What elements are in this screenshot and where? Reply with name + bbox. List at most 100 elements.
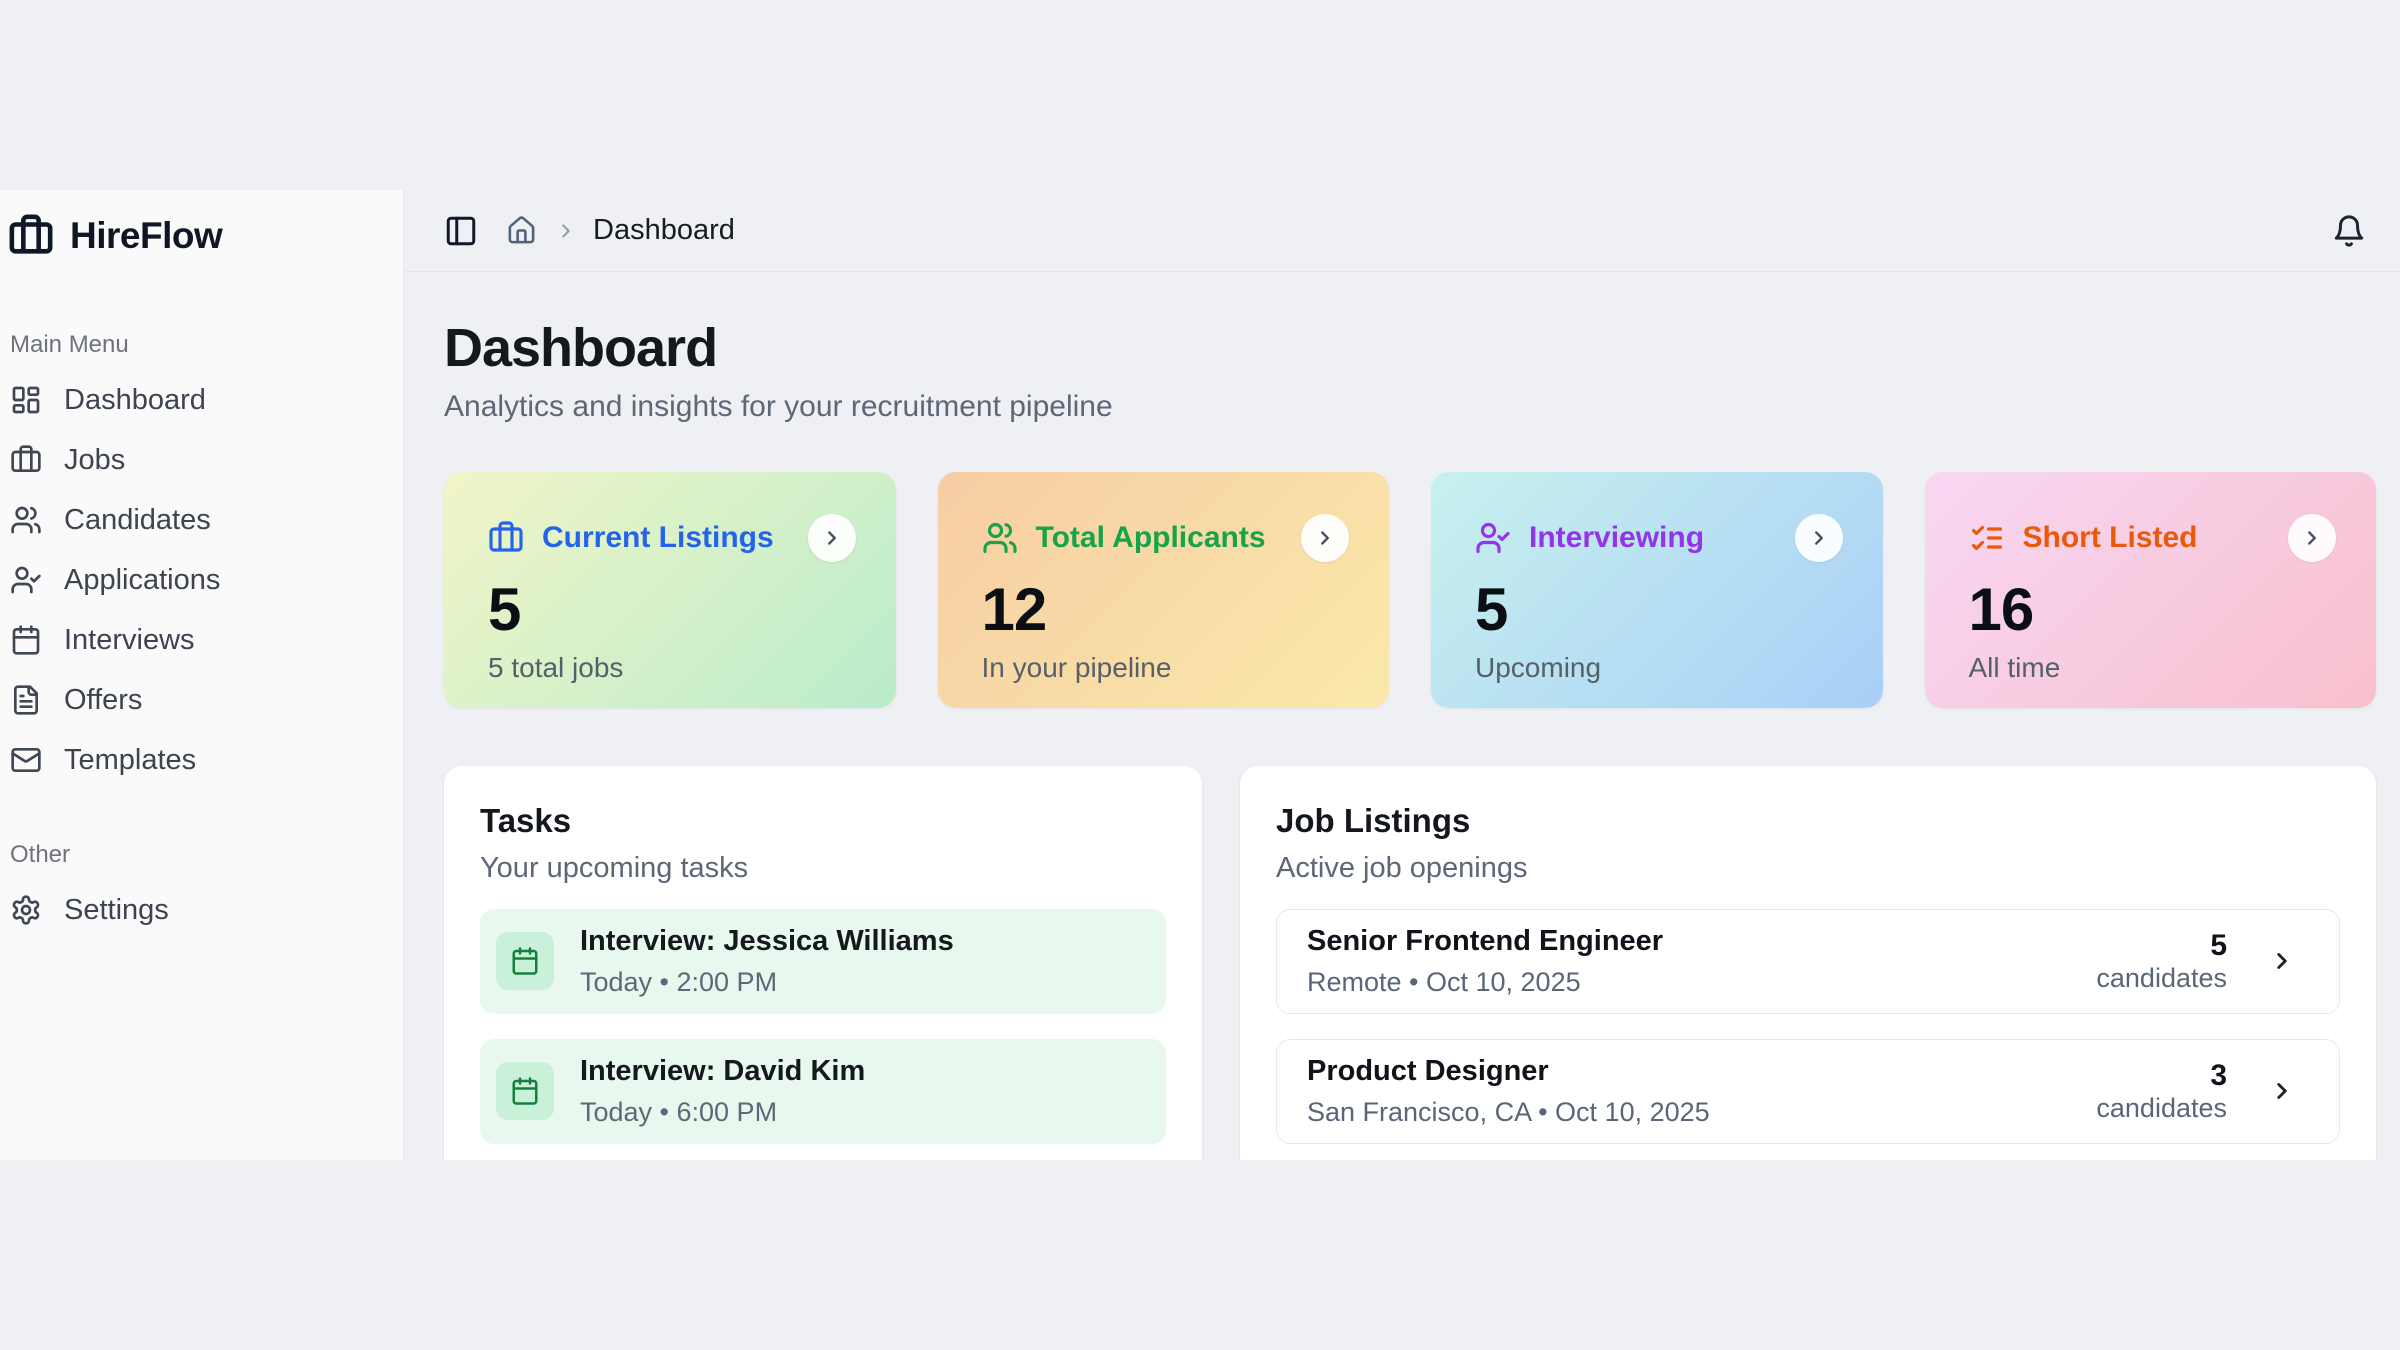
sidebar-item-interviews[interactable]: Interviews [6, 610, 391, 670]
job-meta: San Francisco, CA • Oct 10, 2025 [1307, 1096, 1710, 1127]
task-time: Today • 2:00 PM [580, 966, 778, 997]
job-candidate-count: 3 candidates [2096, 1059, 2227, 1124]
layout-dashboard-icon [10, 384, 42, 416]
tasks-subtitle: Your upcoming tasks [480, 851, 749, 884]
stat-sublabel: 5 total jobs [488, 651, 624, 683]
stat-sublabel: In your pipeline [981, 651, 1172, 683]
stat-label: Short Listed [2022, 520, 2198, 554]
stat-header: Current Listings [488, 520, 856, 556]
briefcase-icon [488, 520, 524, 556]
stat-value: 5 [488, 575, 521, 643]
sidebar-item-label: Interviews [64, 623, 195, 656]
app-name: HireFlow [70, 215, 223, 256]
user-check-icon [10, 564, 42, 596]
sidebar-item-jobs[interactable]: Jobs [6, 430, 391, 490]
calendar-icon [10, 624, 42, 656]
tasks-title: Tasks [480, 801, 572, 839]
task-title: Interview: David Kim [580, 1054, 866, 1087]
sidebar-toggle-button[interactable] [444, 214, 478, 248]
main-area: Dashboard Dashboard Analytics and insigh… [404, 190, 2400, 1160]
stat-value: 5 [1475, 575, 1508, 643]
task-item[interactable]: Interview: David Kim Today • 6:00 PM [480, 1038, 1166, 1144]
sidebar-section-label-other: Other [10, 841, 71, 868]
topbar: Dashboard [404, 190, 2400, 272]
stat-label: Total Applicants [1035, 520, 1266, 554]
sidebar-item-label: Applications [64, 563, 221, 596]
stat-chevron-button[interactable] [1794, 513, 1843, 562]
bottom-grid: Tasks Your upcoming tasks Interview: Jes… [444, 765, 2376, 1160]
job-meta: Remote • Oct 10, 2025 [1307, 966, 1581, 997]
chevron-right-icon [555, 220, 577, 242]
user-check-icon [1475, 520, 1511, 556]
stat-card-interviewing[interactable]: Interviewing 5 Upcoming [1431, 471, 1883, 708]
sidebar-item-label: Jobs [64, 443, 126, 476]
sidebar-item-dashboard[interactable]: Dashboard [6, 370, 391, 430]
sidebar-item-candidates[interactable]: Candidates [6, 490, 391, 550]
page-title: Dashboard [444, 318, 718, 378]
stat-card-short-listed[interactable]: Short Listed 16 All time [1924, 471, 2376, 708]
users-icon [10, 504, 42, 536]
stat-header: Total Applicants [982, 520, 1350, 556]
stats-grid: Current Listings 5 5 total jobs Total Ap… [444, 471, 2376, 708]
job-candidate-number: 5 [2210, 928, 2227, 962]
app-frame: HireFlow Main Menu Dashboard Jobs Candid… [0, 190, 2400, 1160]
stat-value: 12 [981, 575, 1048, 643]
job-listing-row[interactable]: Senior Frontend Engineer Remote • Oct 10… [1276, 908, 2340, 1014]
bell-icon[interactable] [2332, 214, 2366, 248]
stat-card-total-applicants[interactable]: Total Applicants 12 In your pipeline [937, 471, 1389, 708]
task-time: Today • 6:00 PM [580, 1096, 778, 1127]
stat-label: Current Listings [542, 520, 774, 554]
chevron-right-icon[interactable] [2269, 948, 2295, 974]
stat-sublabel: Upcoming [1475, 651, 1602, 683]
briefcase-icon [10, 444, 42, 476]
sidebar-item-label: Settings [64, 893, 169, 926]
sidebar-item-templates[interactable]: Templates [6, 730, 391, 790]
job-listings-list: Senior Frontend Engineer Remote • Oct 10… [1276, 908, 2340, 1144]
gear-icon [10, 894, 42, 926]
sidebar: HireFlow Main Menu Dashboard Jobs Candid… [0, 190, 404, 1160]
task-item[interactable]: Interview: Jessica Williams Today • 2:00… [480, 908, 1166, 1014]
sidebar-item-label: Templates [64, 743, 197, 776]
stat-card-current-listings[interactable]: Current Listings 5 5 total jobs [444, 471, 896, 708]
stat-value: 16 [1968, 575, 2035, 643]
app-logo: HireFlow [6, 212, 391, 260]
job-listings-title: Job Listings [1276, 801, 1471, 839]
calendar-icon [496, 932, 554, 991]
list-checks-icon [1969, 520, 2005, 556]
stat-chevron-button[interactable] [807, 513, 856, 562]
stat-header: Short Listed [1969, 520, 2337, 556]
sidebar-nav-main: Dashboard Jobs Candidates Applications I… [6, 370, 391, 790]
job-candidate-label: candidates [2096, 1092, 2227, 1123]
users-icon [982, 520, 1018, 556]
stat-sublabel: All time [1968, 651, 2061, 683]
sidebar-item-settings[interactable]: Settings [6, 880, 391, 940]
file-text-icon [10, 684, 42, 716]
task-title: Interview: Jessica Williams [580, 924, 954, 957]
sidebar-item-offers[interactable]: Offers [6, 670, 391, 730]
stat-chevron-button[interactable] [2288, 513, 2336, 562]
stat-header: Interviewing [1475, 520, 1843, 556]
job-listings-card: Job Listings Active job openings Senior … [1240, 765, 2376, 1160]
sidebar-item-applications[interactable]: Applications [6, 550, 391, 610]
job-candidate-count: 5 candidates [2096, 929, 2227, 994]
stat-label: Interviewing [1529, 520, 1705, 554]
sidebar-item-label: Dashboard [64, 383, 206, 416]
job-listing-row[interactable]: Product Designer San Francisco, CA • Oct… [1276, 1038, 2340, 1144]
calendar-icon [496, 1062, 554, 1121]
sidebar-section-label-main-menu: Main Menu [10, 331, 129, 358]
chevron-right-icon[interactable] [2269, 1078, 2295, 1104]
job-candidate-label: candidates [2096, 962, 2227, 993]
job-title: Product Designer [1307, 1054, 1549, 1087]
briefcase-logo-icon [8, 213, 54, 259]
sidebar-item-label: Offers [64, 683, 143, 716]
page-subtitle: Analytics and insights for your recruitm… [444, 389, 1113, 423]
mail-icon [10, 744, 42, 776]
job-title: Senior Frontend Engineer [1307, 924, 1664, 957]
breadcrumb-current: Dashboard [593, 214, 735, 246]
stat-chevron-button[interactable] [1301, 513, 1349, 562]
sidebar-item-label: Candidates [64, 503, 211, 536]
tasks-card: Tasks Your upcoming tasks Interview: Jes… [444, 765, 1202, 1160]
job-candidate-number: 3 [2210, 1058, 2227, 1092]
home-icon[interactable] [506, 215, 537, 246]
tasks-list: Interview: Jessica Williams Today • 2:00… [480, 908, 1166, 1144]
